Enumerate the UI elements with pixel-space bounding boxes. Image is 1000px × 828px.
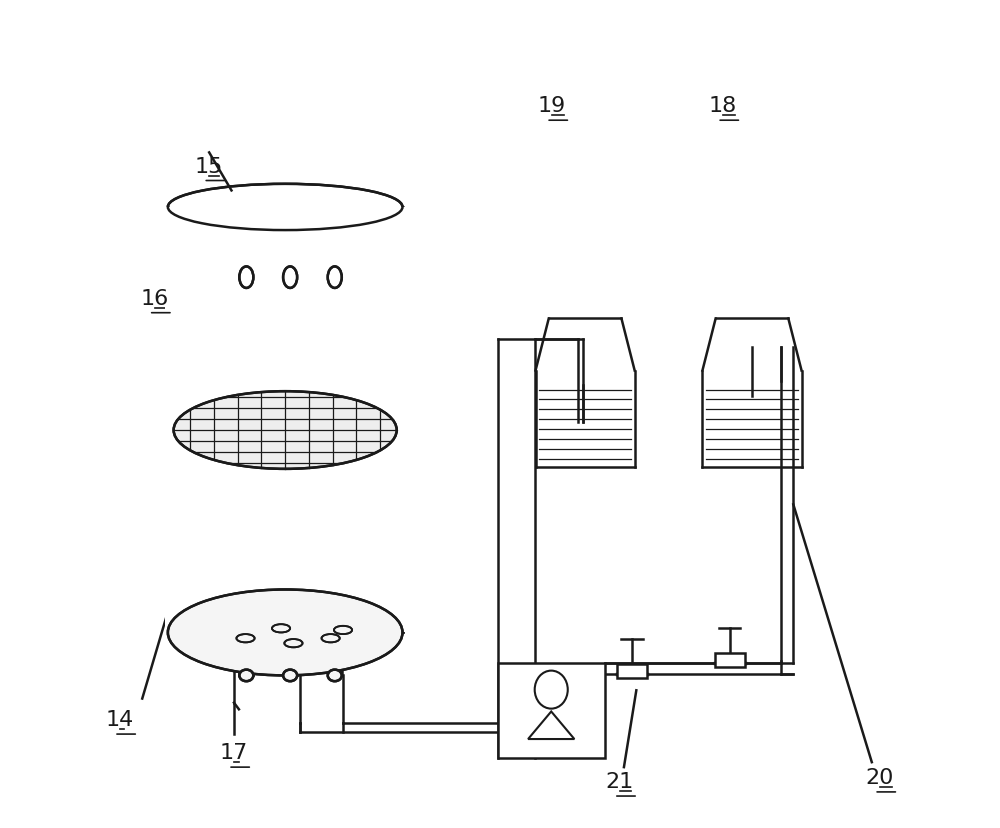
Ellipse shape	[239, 267, 253, 289]
Text: 20: 20	[866, 767, 894, 787]
Ellipse shape	[283, 670, 297, 681]
Ellipse shape	[328, 267, 342, 289]
Ellipse shape	[168, 185, 403, 231]
Bar	[498, 663, 605, 758]
Ellipse shape	[334, 626, 352, 634]
Ellipse shape	[174, 392, 397, 469]
Ellipse shape	[236, 634, 255, 643]
Ellipse shape	[322, 634, 340, 643]
Ellipse shape	[328, 670, 342, 681]
Text: 15: 15	[195, 156, 223, 176]
Text: 17: 17	[220, 743, 248, 763]
Text: 14: 14	[106, 710, 134, 729]
Text: 18: 18	[709, 96, 737, 116]
Bar	[715, 653, 745, 667]
Ellipse shape	[168, 590, 403, 676]
Text: 21: 21	[606, 771, 634, 792]
Ellipse shape	[272, 624, 290, 633]
Ellipse shape	[283, 267, 297, 289]
Ellipse shape	[239, 670, 253, 681]
Ellipse shape	[284, 639, 303, 647]
Bar	[165, 208, 405, 633]
Text: 19: 19	[538, 96, 566, 116]
Bar	[617, 664, 647, 678]
Text: 16: 16	[141, 288, 169, 309]
